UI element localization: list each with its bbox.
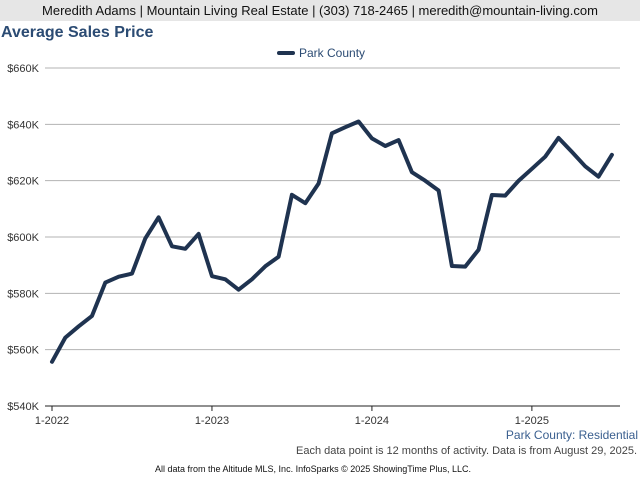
data-point[interactable] <box>210 274 214 278</box>
data-point[interactable] <box>223 277 227 281</box>
data-credit: All data from the Altitude MLS, Inc. Inf… <box>155 464 471 474</box>
data-point[interactable] <box>450 264 454 268</box>
x-tick-label: 1-2022 <box>35 415 69 427</box>
data-point[interactable] <box>317 181 321 185</box>
y-axis-ticks: $540K $560K $580K $600K $620K $640K $660K <box>7 63 39 413</box>
data-point[interactable] <box>237 288 241 292</box>
y-tick-label: $560K <box>7 345 39 357</box>
contact-header: Meredith Adams | Mountain Living Real Es… <box>0 0 640 21</box>
data-point[interactable] <box>437 189 441 193</box>
data-point[interactable] <box>170 244 174 248</box>
series-layer <box>50 119 614 364</box>
x-axis: 1-2022 1-2023 1-2024 1-2025 <box>35 405 620 427</box>
data-point[interactable] <box>277 255 281 259</box>
data-point[interactable] <box>503 194 507 198</box>
x-tick-label: 1-2024 <box>355 415 389 427</box>
data-point[interactable] <box>183 247 187 251</box>
data-point[interactable] <box>117 275 121 279</box>
data-point[interactable] <box>530 167 534 171</box>
data-point[interactable] <box>330 131 334 135</box>
data-point[interactable] <box>463 265 467 269</box>
data-point[interactable] <box>397 138 401 142</box>
data-point[interactable] <box>610 153 614 157</box>
grid-lines <box>45 67 620 407</box>
y-tick-label: $660K <box>7 63 39 75</box>
y-tick-label: $620K <box>7 176 39 188</box>
chart-title: Average Sales Price <box>1 24 154 41</box>
data-point[interactable] <box>143 236 147 240</box>
data-point[interactable] <box>423 179 427 183</box>
data-point[interactable] <box>77 324 81 328</box>
data-point[interactable] <box>130 272 134 276</box>
y-tick-label: $580K <box>7 288 39 300</box>
series-subtitle: Park County: Residential <box>505 428 638 442</box>
data-point[interactable] <box>197 232 201 236</box>
data-point[interactable] <box>383 144 387 148</box>
data-point[interactable] <box>410 170 414 174</box>
data-point[interactable] <box>370 136 374 140</box>
data-point[interactable] <box>63 336 67 340</box>
data-point[interactable] <box>103 281 107 285</box>
data-point[interactable] <box>263 264 267 268</box>
data-point[interactable] <box>357 120 361 124</box>
y-tick-label: $640K <box>7 119 39 131</box>
data-point[interactable] <box>490 193 494 197</box>
y-tick-label: $540K <box>7 401 39 413</box>
data-point[interactable] <box>250 277 254 281</box>
data-point[interactable] <box>570 150 574 154</box>
x-tick-label: 1-2025 <box>515 415 549 427</box>
data-point[interactable] <box>157 215 161 219</box>
data-point[interactable] <box>90 314 94 318</box>
data-point[interactable] <box>290 193 294 197</box>
y-tick-label: $600K <box>7 232 39 244</box>
data-point[interactable] <box>517 179 521 183</box>
data-point[interactable] <box>543 155 547 159</box>
data-note: Each data point is 12 months of activity… <box>296 445 637 457</box>
series-line-park-county[interactable] <box>50 119 614 364</box>
data-point[interactable] <box>557 136 561 140</box>
legend[interactable]: Park County <box>277 46 365 60</box>
data-point[interactable] <box>597 175 601 179</box>
data-point[interactable] <box>477 248 481 252</box>
x-tick-label: 1-2023 <box>195 415 229 427</box>
legend-label: Park County <box>299 46 365 60</box>
data-point[interactable] <box>303 201 307 205</box>
contact-text: Meredith Adams | Mountain Living Real Es… <box>42 3 598 18</box>
data-point[interactable] <box>583 164 587 168</box>
data-point[interactable] <box>50 360 54 364</box>
data-point[interactable] <box>343 125 347 129</box>
